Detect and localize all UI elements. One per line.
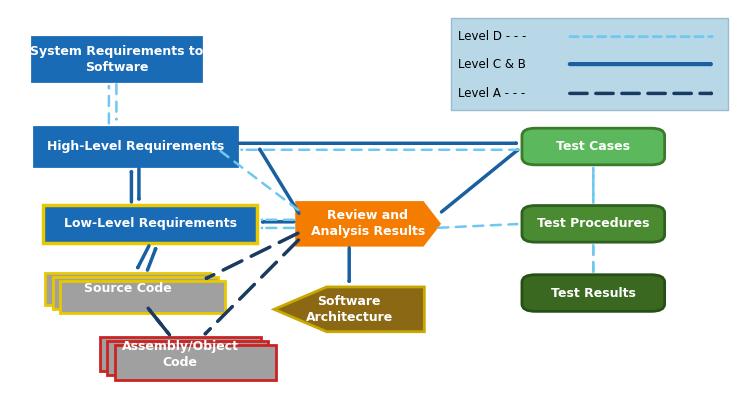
FancyBboxPatch shape (53, 277, 218, 309)
FancyBboxPatch shape (522, 206, 665, 242)
FancyBboxPatch shape (44, 204, 258, 243)
Text: Review and
Analysis Results: Review and Analysis Results (311, 209, 425, 239)
Text: Software
Architecture: Software Architecture (306, 295, 393, 324)
Text: Level C & B: Level C & B (458, 58, 526, 70)
FancyBboxPatch shape (34, 127, 237, 166)
Polygon shape (274, 287, 424, 332)
Text: Test Cases: Test Cases (556, 140, 630, 153)
Text: Assembly/Object
Code: Assembly/Object Code (122, 339, 239, 369)
Text: Level A - - -: Level A - - - (458, 87, 526, 100)
FancyBboxPatch shape (115, 345, 276, 379)
FancyBboxPatch shape (32, 37, 201, 81)
Text: High-Level Requirements: High-Level Requirements (47, 140, 224, 153)
Text: Test Results: Test Results (550, 287, 636, 300)
FancyBboxPatch shape (522, 275, 665, 311)
Polygon shape (297, 202, 439, 245)
Text: Low-Level Requirements: Low-Level Requirements (64, 217, 237, 230)
FancyBboxPatch shape (451, 18, 728, 110)
Text: Test Procedures: Test Procedures (537, 217, 650, 230)
Text: Level D - - -: Level D - - - (458, 30, 526, 43)
Text: System Requirements to
Software: System Requirements to Software (30, 44, 203, 74)
Text: Source Code: Source Code (84, 282, 171, 295)
FancyBboxPatch shape (45, 273, 210, 305)
FancyBboxPatch shape (107, 341, 269, 375)
FancyBboxPatch shape (60, 281, 225, 313)
FancyBboxPatch shape (99, 337, 261, 371)
FancyBboxPatch shape (522, 128, 665, 165)
